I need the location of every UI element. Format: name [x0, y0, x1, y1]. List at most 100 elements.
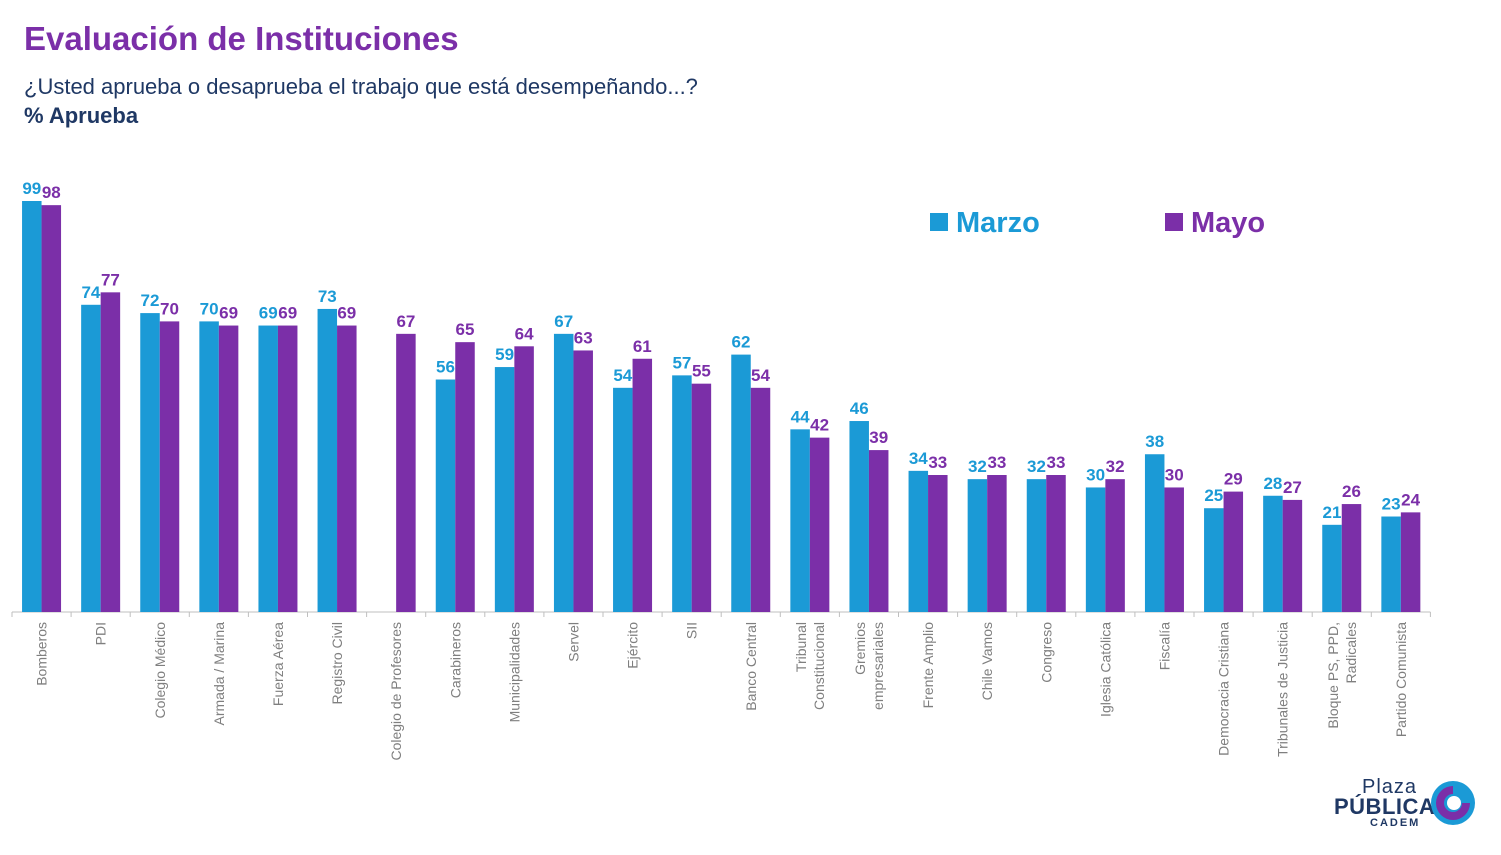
bar-mayo	[218, 325, 239, 612]
category-label: Carabineros	[447, 622, 463, 698]
bar-marzo	[317, 308, 338, 612]
bar-marzo	[1322, 524, 1342, 612]
bar-marzo	[1263, 495, 1283, 612]
bar-marzo	[1026, 479, 1047, 612]
data-label-mayo: 30	[1165, 465, 1184, 484]
data-label-marzo: 25	[1204, 486, 1223, 505]
bar-mayo	[100, 292, 121, 612]
bar-mayo	[1400, 512, 1421, 612]
category-label: Banco Central	[743, 622, 759, 711]
bar-mayo	[691, 383, 712, 612]
bar-marzo	[1085, 487, 1106, 612]
category-label: Tribunal	[793, 622, 809, 672]
chart-title: Evaluación de Instituciones	[24, 20, 459, 57]
bar-marzo	[849, 421, 869, 612]
metric-label: % Aprueba	[24, 103, 139, 128]
bar-marzo	[494, 367, 515, 612]
data-label-mayo: 33	[1047, 453, 1066, 472]
bar-marzo	[1381, 516, 1401, 612]
data-label-mayo: 77	[101, 270, 120, 289]
category-label: empresariales	[870, 622, 886, 710]
category-label: Iglesia Católica	[1097, 622, 1113, 717]
data-label-marzo: 38	[1145, 432, 1164, 451]
category-label: Bloque PS, PPD,	[1325, 622, 1341, 729]
category-label: Gremios	[852, 622, 868, 675]
bar-mayo	[1164, 487, 1184, 612]
data-label-mayo: 55	[692, 362, 711, 381]
data-label-mayo: 33	[987, 453, 1006, 472]
data-label-marzo: 56	[436, 358, 455, 377]
category-label: Constitucional	[811, 622, 827, 710]
category-label: Servel	[565, 622, 581, 662]
category-label: Colegio de Profesores	[388, 622, 404, 761]
data-label-marzo: 30	[1086, 465, 1105, 484]
data-label-mayo: 29	[1224, 470, 1243, 489]
data-label-mayo: 69	[219, 304, 238, 323]
data-label-marzo: 99	[22, 179, 41, 198]
bar-mayo	[573, 350, 593, 612]
category-label: Chile Vamos	[979, 622, 995, 700]
data-label-marzo: 62	[732, 333, 751, 352]
data-label-marzo: 70	[200, 299, 219, 318]
data-label-marzo: 32	[1027, 457, 1046, 476]
legend-label-marzo: Marzo	[956, 207, 1040, 239]
bar-marzo	[435, 379, 456, 612]
bar-mayo	[159, 321, 180, 612]
legend-swatch-marzo	[930, 213, 948, 231]
data-label-mayo: 26	[1342, 482, 1361, 501]
data-label-mayo: 69	[337, 304, 356, 323]
bar-marzo	[908, 470, 929, 612]
data-label-marzo: 46	[850, 399, 869, 418]
bar-marzo	[140, 313, 160, 612]
data-label-mayo: 42	[810, 416, 829, 435]
bar-mayo	[1282, 499, 1303, 612]
bar-marzo	[613, 387, 633, 612]
category-label: Fuerza Aérea	[270, 622, 286, 706]
bar-mayo	[337, 325, 357, 612]
bar-marzo	[199, 321, 219, 612]
bar-mayo	[750, 387, 771, 612]
data-label-mayo: 65	[456, 320, 475, 339]
data-label-marzo: 23	[1382, 495, 1401, 514]
bar-mayo	[809, 437, 830, 612]
data-label-mayo: 63	[574, 328, 593, 347]
data-label-marzo: 72	[141, 291, 160, 310]
category-label: Partido Comunista	[1393, 622, 1409, 737]
bar-marzo	[790, 429, 810, 612]
data-label-mayo: 33	[928, 453, 947, 472]
bar-marzo	[731, 354, 751, 612]
bar-mayo	[1341, 504, 1362, 612]
data-label-mayo: 70	[160, 299, 179, 318]
legend-label-mayo: Mayo	[1191, 207, 1265, 239]
data-label-mayo: 67	[396, 312, 415, 331]
logo-text-plaza: Plaza	[1362, 776, 1418, 798]
logo-text-cadem: CADEM	[1370, 817, 1421, 829]
data-label-mayo: 69	[278, 304, 297, 323]
data-label-mayo: 54	[751, 366, 770, 385]
bar-mayo	[987, 475, 1007, 612]
data-label-marzo: 32	[968, 457, 987, 476]
category-label: Fiscalía	[1156, 622, 1172, 670]
data-label-mayo: 24	[1401, 490, 1420, 509]
data-label-marzo: 34	[909, 449, 928, 468]
category-label: PDI	[93, 622, 109, 645]
chart-subtitle: ¿Usted aprueba o desaprueba el trabajo q…	[24, 74, 698, 99]
bar-mayo	[455, 342, 475, 612]
bar-mayo	[1223, 491, 1244, 612]
category-label: Frente Amplio	[920, 622, 936, 709]
data-label-mayo: 64	[515, 324, 534, 343]
data-label-marzo: 59	[495, 345, 514, 364]
data-label-marzo: 28	[1263, 474, 1282, 493]
bar-mayo	[868, 450, 889, 612]
data-label-mayo: 27	[1283, 478, 1302, 497]
bar-mayo	[928, 475, 948, 612]
bar-marzo	[1204, 508, 1224, 612]
bar-marzo	[258, 325, 278, 612]
category-label: Radicales	[1343, 622, 1359, 683]
data-label-mayo: 32	[1106, 457, 1125, 476]
bar-marzo	[553, 333, 574, 612]
bar-mayo	[514, 346, 534, 612]
data-label-mayo: 39	[869, 428, 888, 447]
legend-swatch-mayo	[1165, 213, 1183, 231]
